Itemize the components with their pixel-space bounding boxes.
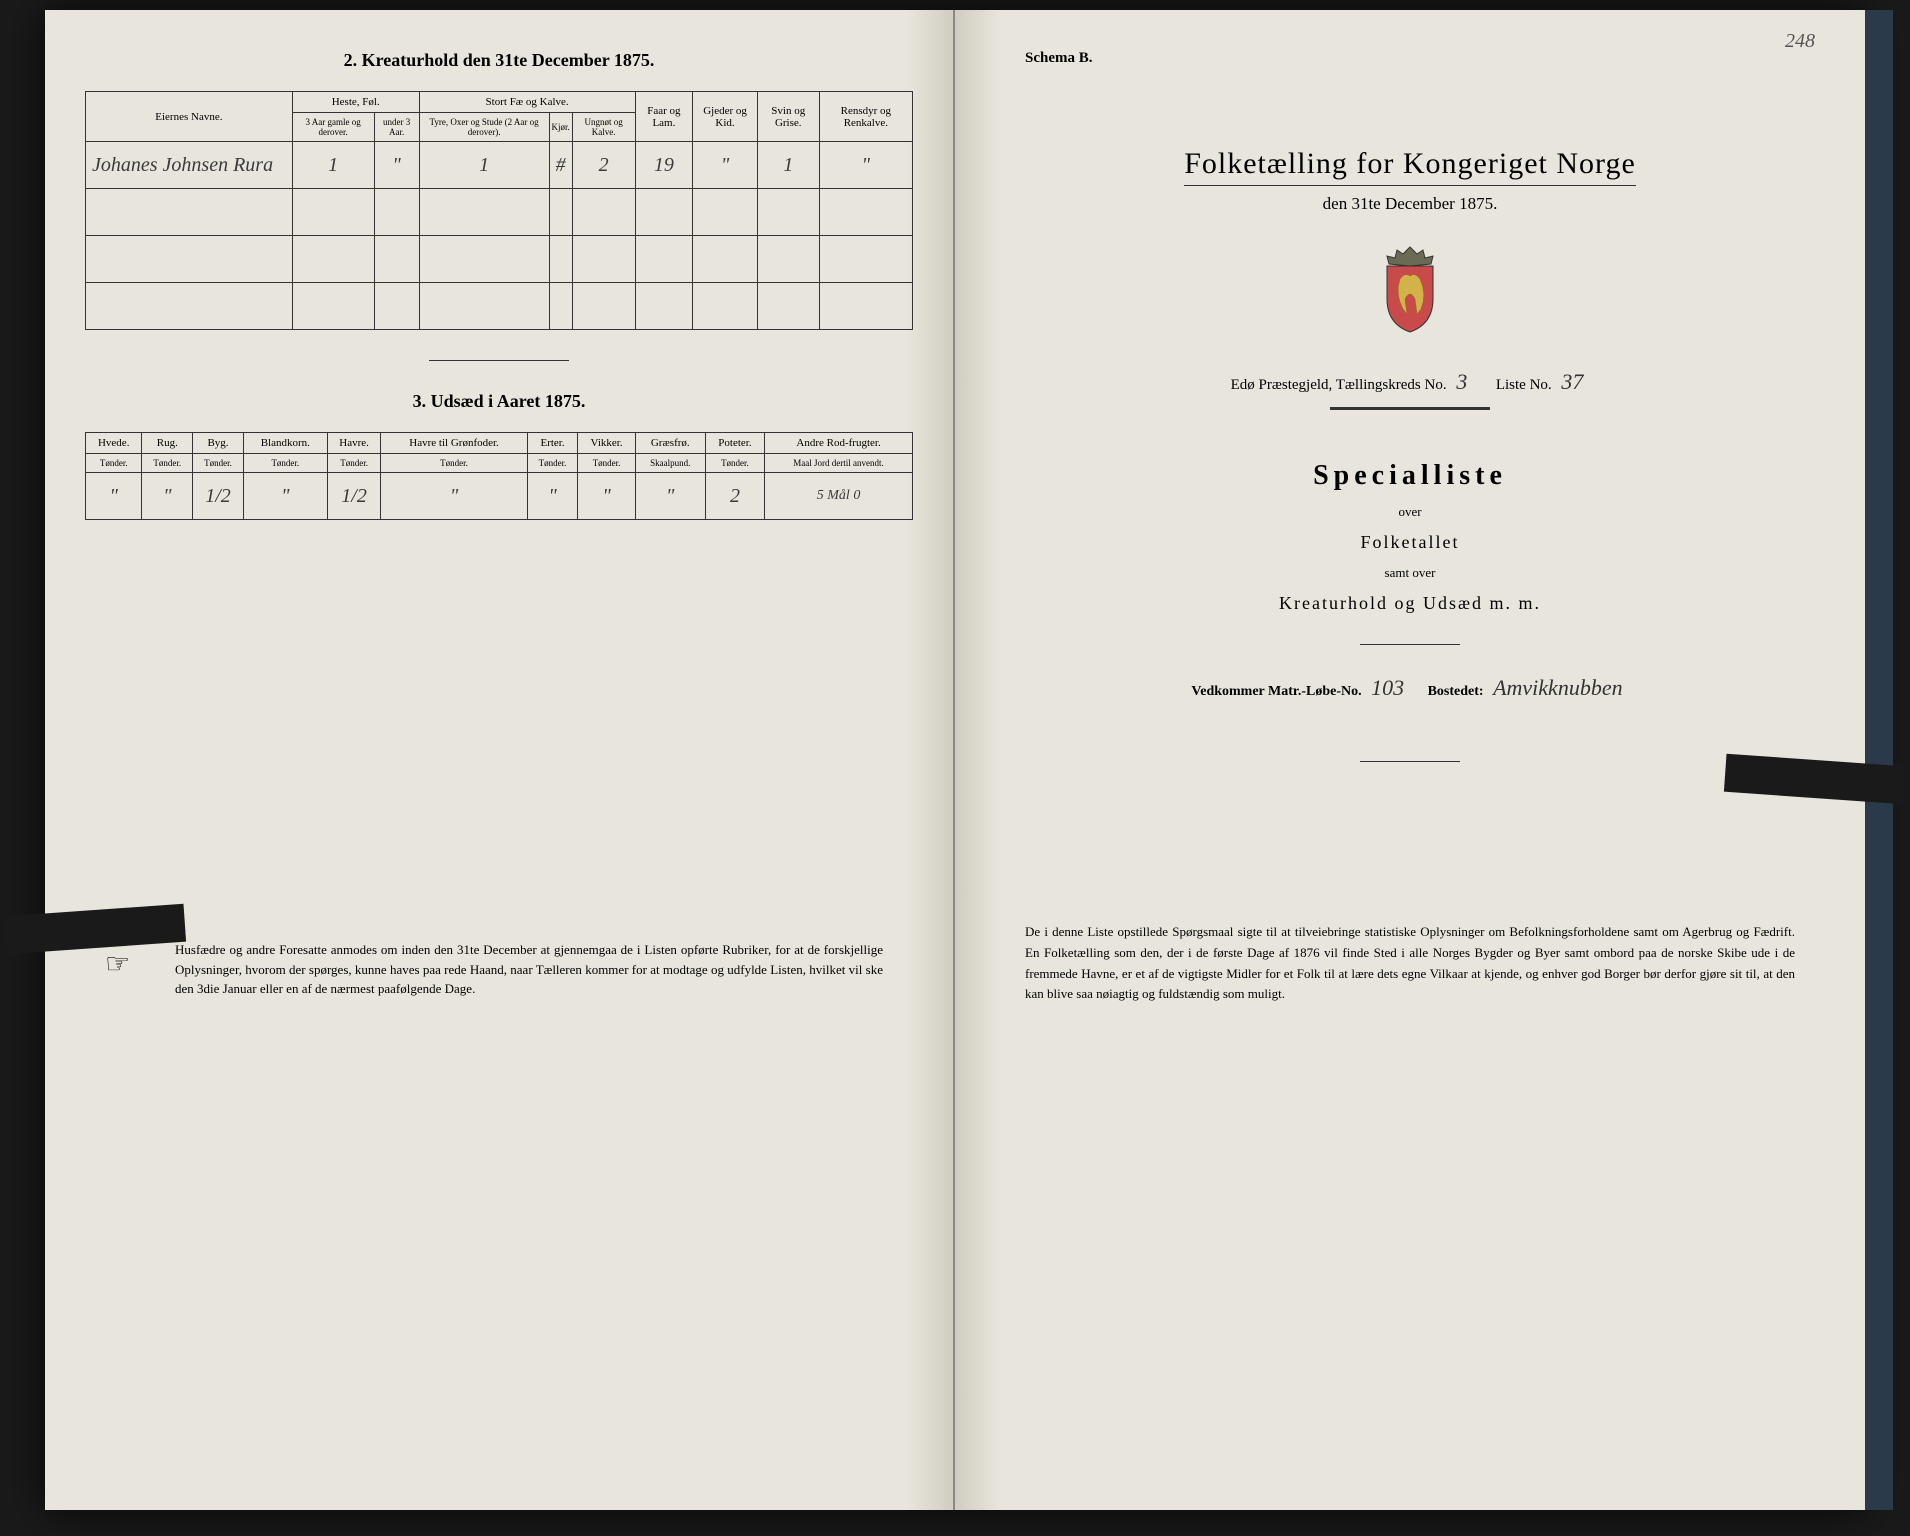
col-s3: Ungnøt og Kalve. [572, 113, 635, 142]
cell: 1 [757, 142, 819, 189]
table-kreaturhold: Eiernes Navne. Heste, Føl. Stort Fæ og K… [85, 91, 913, 330]
liste-label: Liste No. [1496, 377, 1552, 393]
unit: Tønder. [381, 454, 527, 473]
unit: Tønder. [243, 454, 327, 473]
unit: Tønder. [193, 454, 244, 473]
cell: 1 [419, 142, 549, 189]
col-s1: Tyre, Oxer og Stude (2 Aar og derover). [419, 113, 549, 142]
col: Hvede. [86, 433, 142, 454]
col-gjed: Gjeder og Kid. [693, 92, 758, 142]
col: Græsfrø. [635, 433, 705, 454]
parish-label: Præstegjeld, Tællingskreds No. [1259, 377, 1447, 393]
coat-of-arms-icon [995, 244, 1825, 339]
cell: " [819, 142, 912, 189]
page-number: 248 [1785, 30, 1815, 53]
cell: 1 [292, 142, 374, 189]
cell: " [578, 473, 635, 520]
col-faar: Faar og Lam. [635, 92, 693, 142]
col-heste: Heste, Føl. [292, 92, 419, 113]
col-h2: under 3 Aar. [374, 113, 419, 142]
unit: Tønder. [527, 454, 578, 473]
cell: " [86, 473, 142, 520]
unit: Tønder. [86, 454, 142, 473]
parish-line: Edø Præstegjeld, Tællingskreds No. 3 Lis… [995, 369, 1825, 395]
over-label: over [995, 504, 1825, 520]
col: Vikker. [578, 433, 635, 454]
table-row: " " 1/2 " 1/2 " " " " 2 5 Mål 0 [86, 473, 913, 520]
vedk-label: Vedkommer Matr.-Løbe-No. [1191, 684, 1361, 699]
cell: " [635, 473, 705, 520]
table-row: Johanes Johnsen Rura 1 " 1 # 2 19 " 1 " [86, 142, 913, 189]
cell: " [381, 473, 527, 520]
cell: " [693, 142, 758, 189]
liste-no: 37 [1555, 369, 1589, 394]
cell: 5 Mål 0 [765, 473, 913, 520]
bosted-line: Vedkommer Matr.-Løbe-No. 103 Bostedet: A… [995, 675, 1825, 701]
main-title: Folketælling for Kongeriget Norge [995, 147, 1825, 186]
section3-title: 3. Udsæd i Aaret 1875. [85, 391, 913, 412]
census-book: 2. Kreaturhold den 31te December 1875. E… [45, 10, 1865, 1510]
folketallet-label: Folketallet [995, 532, 1825, 553]
right-footer-text: De i denne Liste opstillede Spørgsmaal s… [995, 922, 1825, 1005]
section2-title: 2. Kreaturhold den 31te December 1875. [85, 50, 913, 71]
col: Poteter. [705, 433, 764, 454]
divider [1360, 761, 1460, 762]
col-eier: Eiernes Navne. [86, 92, 293, 142]
sub-title: den 31te December 1875. [995, 194, 1825, 214]
col-h1: 3 Aar gamle og derover. [292, 113, 374, 142]
matr-no: 103 [1365, 675, 1410, 700]
col: Andre Rod-frugter. [765, 433, 913, 454]
cell: 19 [635, 142, 693, 189]
cell: 2 [705, 473, 764, 520]
unit: Tønder. [142, 454, 193, 473]
cell: " [374, 142, 419, 189]
divider [429, 360, 569, 361]
cell: # [549, 142, 572, 189]
cell: " [243, 473, 327, 520]
unit: Tønder. [327, 454, 381, 473]
col: Havre til Grønfoder. [381, 433, 527, 454]
kreds-no: 3 [1450, 369, 1473, 394]
unit: Tønder. [705, 454, 764, 473]
cell: " [527, 473, 578, 520]
kreatur-label: Kreaturhold og Udsæd m. m. [995, 593, 1825, 614]
divider [1360, 644, 1460, 645]
footer-text: Husfædre og andre Foresatte anmodes om i… [175, 942, 883, 996]
table-udsaed: Hvede. Rug. Byg. Blandkorn. Havre. Havre… [85, 432, 913, 520]
specialliste-title: Specialliste [995, 460, 1825, 492]
col: Rug. [142, 433, 193, 454]
col-s2: Kjør. [549, 113, 572, 142]
unit: Skaalpund. [635, 454, 705, 473]
col: Blandkorn. [243, 433, 327, 454]
divider [1330, 407, 1490, 410]
col: Havre. [327, 433, 381, 454]
cell-name: Johanes Johnsen Rura [86, 142, 293, 189]
cell: 2 [572, 142, 635, 189]
bosted-value: Amvikknubben [1487, 675, 1629, 700]
col-svin: Svin og Grise. [757, 92, 819, 142]
unit: Maal Jord dertil anvendt. [765, 454, 913, 473]
cell: " [142, 473, 193, 520]
left-footer-note: ☞ Husfædre og andre Foresatte anmodes om… [85, 940, 913, 999]
col-ren: Rensdyr og Renkalve. [819, 92, 912, 142]
col: Byg. [193, 433, 244, 454]
schema-label: Schema B. [1025, 50, 1825, 67]
pointing-hand-icon: ☞ [105, 944, 130, 986]
col-stort: Stort Fæ og Kalve. [419, 92, 635, 113]
left-page: 2. Kreaturhold den 31te December 1875. E… [45, 10, 955, 1510]
bosted-label: Bostedet: [1428, 684, 1484, 699]
samt-label: samt over [995, 565, 1825, 581]
book-edge [1865, 10, 1893, 1510]
cell: 1/2 [327, 473, 381, 520]
col: Erter. [527, 433, 578, 454]
cell: 1/2 [193, 473, 244, 520]
unit: Tønder. [578, 454, 635, 473]
parish-prefix: Edø [1231, 377, 1255, 393]
